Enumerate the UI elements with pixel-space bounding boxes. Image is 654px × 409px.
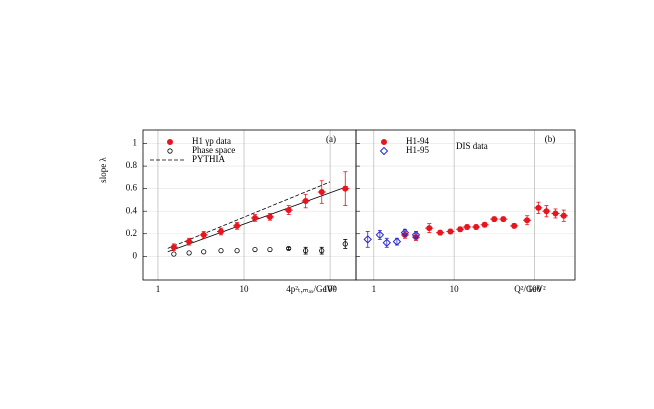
data-point [500,216,507,223]
data-point [375,230,385,240]
data-point [267,246,273,253]
data-point [234,248,240,254]
data-point [170,244,177,251]
data-point [524,217,531,224]
data-point [286,245,292,252]
x-tick-label: 10 [450,284,460,294]
data-point [302,198,309,205]
data-point [186,238,193,245]
data-point [217,228,224,235]
data-point [201,249,207,255]
line-series [167,181,331,249]
x-axis-label: 4p²ₜ,ₘₐₓ/GeV² [286,284,336,294]
x-tick-label: 10 [240,284,250,294]
legend-marker [380,138,387,145]
y-tick-label: 0.8 [126,160,138,170]
y-tick-label: 0.4 [126,205,138,215]
data-point [303,248,309,254]
panel-label: (a) [326,134,336,144]
y-tick-label: 0.6 [126,183,138,193]
legend-label: H1-94 [406,136,429,146]
y-tick-label: 0 [133,250,138,260]
data-point [342,185,349,192]
data-point [560,212,567,219]
data-point [252,246,258,253]
plot-frame [142,129,357,281]
data-point [251,214,258,221]
data-point [535,204,542,211]
data-point [392,237,402,246]
data-point [382,238,391,247]
legend-marker [166,138,173,145]
legend-label: H1-95 [406,145,429,155]
data-point [186,250,192,256]
data-point [285,207,292,214]
data-point [342,241,348,247]
legend-label: PYTHIA [192,154,225,164]
x-tick-label: 1 [156,284,161,294]
data-point [234,222,241,229]
data-point [426,225,433,232]
data-point [200,231,207,238]
data-point [447,228,454,235]
panel-label: (b) [545,134,556,144]
data-point [363,235,372,244]
x-tick-label: 100 [323,284,337,294]
data-point [266,213,273,220]
y-tick-label: 0.2 [126,228,137,238]
data-point [464,223,471,230]
x-tick-label: 1 [372,284,377,294]
data-point [318,189,325,196]
data-point [171,251,177,257]
data-point [491,216,498,223]
x-axis-label: Q²/GeV² [514,284,546,294]
legend-label: H1 γp data [192,136,231,146]
y-axis-label: slope λ [98,157,108,183]
data-point [400,228,410,237]
data-point [218,248,224,254]
data-point [457,226,464,233]
y-tick-label: 1 [133,138,138,148]
data-point [552,210,559,217]
legend-label: Phase space [192,145,235,155]
data-point [473,223,480,230]
data-point [437,229,444,236]
legend-marker [379,146,389,156]
annotation: DIS data [456,141,488,151]
data-point [411,230,421,240]
data-point [481,221,488,228]
x-tick-label: 100 [528,284,542,294]
data-point [543,208,550,215]
plot-frame [355,129,576,281]
data-point [319,248,325,254]
data-point [511,222,518,229]
legend-marker [167,148,173,154]
